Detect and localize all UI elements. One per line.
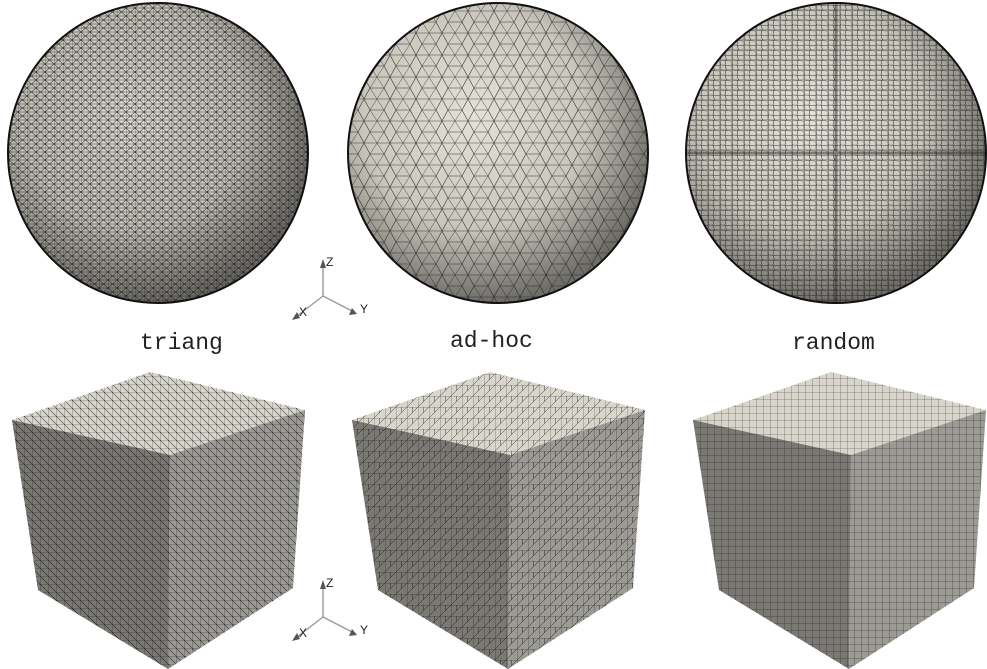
label-triang: triang bbox=[140, 330, 223, 356]
cube-random bbox=[693, 372, 986, 669]
axis-x-label: X bbox=[299, 305, 308, 319]
axis-y-label-bottom: Y bbox=[360, 623, 369, 637]
label-adhoc: ad-hoc bbox=[450, 328, 533, 354]
label-random: random bbox=[792, 330, 875, 356]
axis-x-label-bottom: X bbox=[299, 626, 308, 640]
axis-z-label-bottom: Z bbox=[326, 576, 334, 590]
axis-triad-top bbox=[292, 259, 357, 320]
sphere-random bbox=[685, 2, 987, 304]
axis-y-label: Y bbox=[360, 302, 369, 316]
sphere-adhoc bbox=[347, 2, 649, 304]
cube-adhoc bbox=[352, 372, 645, 669]
sphere-triang bbox=[7, 2, 309, 304]
axis-triad-bottom bbox=[292, 580, 357, 641]
axis-z-label: Z bbox=[326, 255, 334, 269]
cube-triang bbox=[12, 372, 305, 669]
